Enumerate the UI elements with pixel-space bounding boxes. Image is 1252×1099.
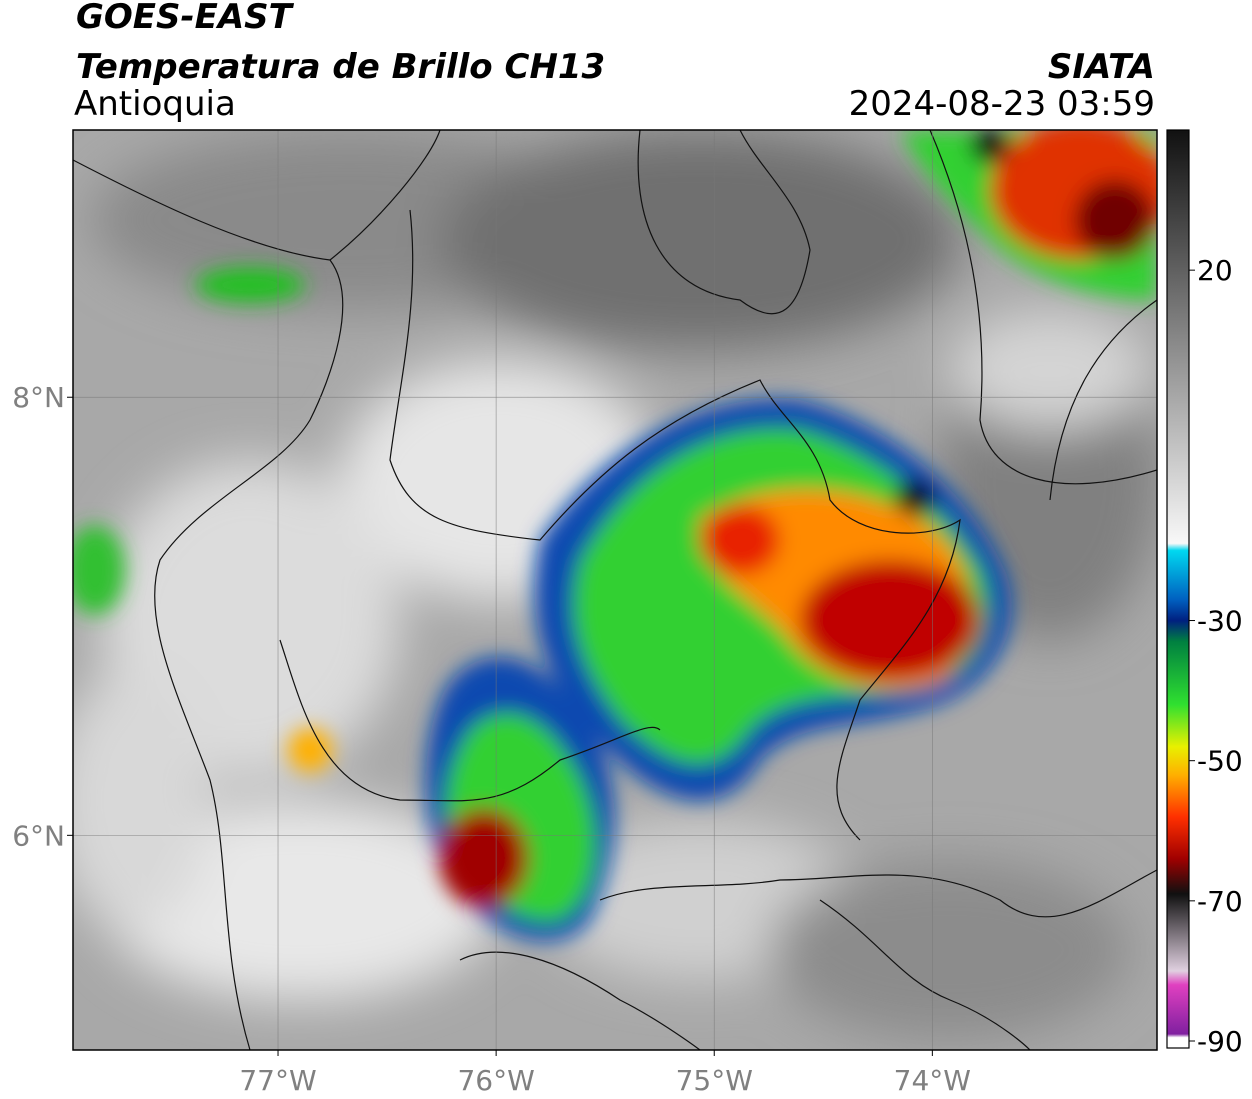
x-tick-label: 76°W <box>457 1064 534 1097</box>
x-tick-label: 75°W <box>676 1064 753 1097</box>
colorbar-tick-label: -50 <box>1197 745 1243 778</box>
region: Antioquia <box>74 84 236 124</box>
datetime: 2024-08-23 03:59 <box>849 84 1155 124</box>
colorbar-tick-label: 20 <box>1197 254 1233 287</box>
satellite-image <box>73 130 1157 1050</box>
colorbar <box>1166 129 1190 1049</box>
y-tick-label: 6°N <box>12 819 65 852</box>
x-tick-label: 77°W <box>239 1064 316 1097</box>
colorbar-tick-label: -90 <box>1197 1025 1243 1058</box>
colorbar-tick-label: -30 <box>1197 605 1243 638</box>
map-frame <box>72 129 1158 1051</box>
source: SIATA <box>1048 47 1155 87</box>
title: GOES-EAST <box>76 0 295 37</box>
x-tick-label: 74°W <box>894 1064 971 1097</box>
colorbar-tick-label: -70 <box>1197 885 1243 918</box>
y-tick-label: 8°N <box>12 381 65 414</box>
subtitle: Temperatura de Brillo CH13 <box>76 47 605 87</box>
